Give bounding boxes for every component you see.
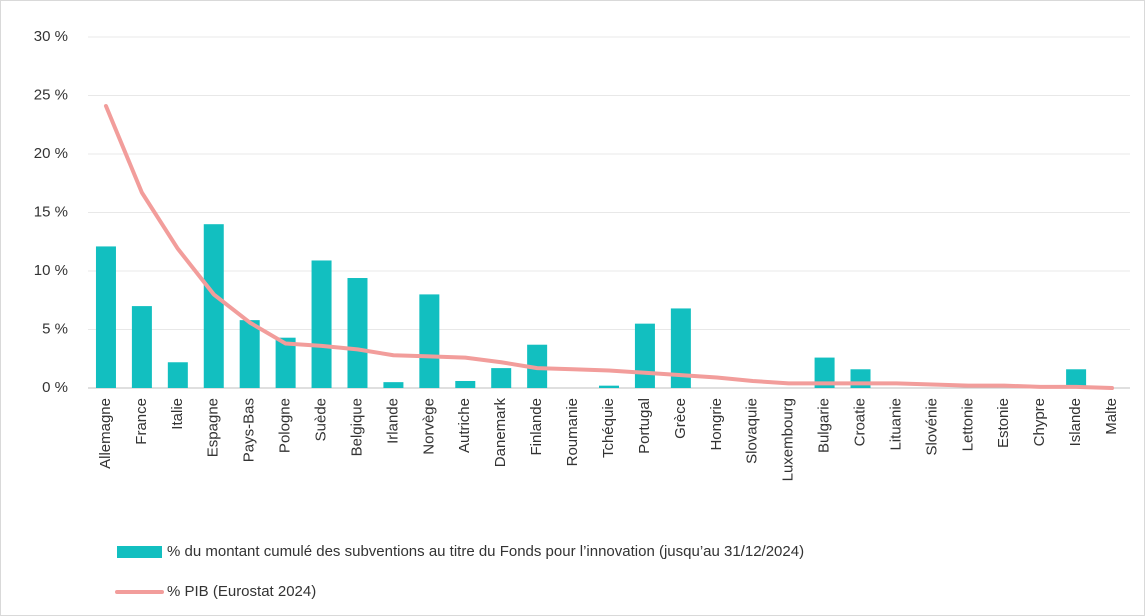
bar [311,260,332,388]
x-tick-label: Belgique [348,398,365,456]
x-tick-label: Allemagne [97,398,114,469]
x-tick-label: Croatie [851,398,868,446]
y-tick-label: 0 % [42,379,68,396]
x-tick-label: Espagne [205,398,222,457]
x-tick-label: Estonie [995,398,1012,448]
legend-label: % du montant cumulé des subventions au t… [167,543,804,560]
x-tick-label: Lettonie [959,398,976,451]
x-tick-label: Danemark [492,398,509,468]
x-tick-label: Bulgarie [816,398,833,453]
bar [814,357,835,388]
y-tick-label: 25 % [34,86,68,103]
bar [419,294,440,388]
x-tick-label: Slovaquie [744,398,761,464]
bar [634,323,655,388]
bar [455,380,476,388]
x-tick-label: Lituanie [887,398,904,451]
x-tick-label: Portugal [636,398,653,454]
x-tick-label: Grèce [672,398,689,439]
bar [131,306,152,388]
y-tick-label: 15 % [34,203,68,220]
x-tick-label: Roumanie [564,398,581,466]
legend-swatch [117,546,162,558]
x-tick-label: France [133,398,150,445]
bar [383,382,404,388]
bar [167,362,188,388]
legend-label: % PIB (Eurostat 2024) [167,583,316,600]
bar [599,385,619,388]
x-tick-label: Autriche [456,398,473,453]
x-tick-label: Chypre [1031,398,1048,446]
x-tick-label: Islande [1067,398,1084,446]
bar [1066,369,1087,388]
bar [95,246,116,388]
bar [347,278,368,388]
y-tick-label: 30 % [34,28,68,45]
x-tick-label: Suède [313,398,330,441]
y-tick-label: 5 % [42,320,68,337]
y-tick-label: 20 % [34,145,68,162]
x-tick-label: Tchéquie [600,398,617,458]
x-tick-label: Italie [169,398,186,430]
x-tick-label: Slovénie [923,398,940,456]
x-tick-label: Finlande [528,398,545,456]
x-tick-label: Pays-Bas [241,398,258,462]
bar [239,320,260,388]
line [103,104,1115,390]
bar [491,368,512,388]
bar [203,224,224,388]
bar [275,337,296,388]
x-tick-label: Pologne [277,398,294,453]
x-tick-label: Luxembourg [780,398,797,481]
x-tick-label: Norvège [420,398,437,455]
x-tick-label: Malte [1103,398,1120,435]
x-tick-label: Hongrie [708,398,725,451]
y-tick-label: 10 % [34,262,68,279]
bar [670,308,691,388]
x-tick-label: Irlande [384,398,401,444]
